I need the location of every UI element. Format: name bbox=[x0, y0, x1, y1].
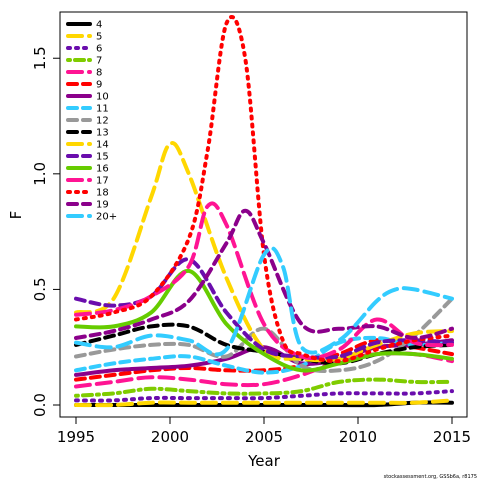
x-tick-label: 2015 bbox=[433, 428, 471, 446]
y-axis-title: F bbox=[7, 211, 25, 220]
legend-label: 7 bbox=[96, 56, 102, 67]
x-tick-label: 2005 bbox=[245, 428, 283, 446]
legend-label: 10 bbox=[96, 92, 109, 103]
axis-layer: 1995 2000 2005 2010 2015 0.0 0.5 1.0 1.5 bbox=[31, 46, 471, 446]
y-tick-label: 0.5 bbox=[31, 277, 49, 301]
legend-label: 5 bbox=[96, 32, 102, 43]
x-tick-label: 2010 bbox=[339, 428, 377, 446]
credit-text: stockassessment.org, GSSb6a, r8175 bbox=[384, 474, 477, 480]
legend-label: 17 bbox=[96, 176, 109, 187]
legend-label: 18 bbox=[96, 188, 109, 199]
legend-label: 4 bbox=[96, 20, 102, 31]
legend-label: 19 bbox=[96, 200, 109, 211]
x-axis-title: Year bbox=[247, 452, 281, 470]
series-line-17 bbox=[74, 201, 454, 361]
series-line-16 bbox=[74, 268, 454, 373]
series-line-5 bbox=[74, 398, 454, 408]
series-line-14 bbox=[74, 141, 454, 363]
legend-label: 20+ bbox=[96, 212, 117, 223]
legend-label: 13 bbox=[96, 128, 109, 139]
series-line-6 bbox=[74, 389, 454, 403]
y-tick-label: 0.0 bbox=[31, 393, 49, 417]
legend-label: 8 bbox=[96, 68, 102, 79]
plot-frame bbox=[59, 11, 468, 418]
legend-label: 11 bbox=[96, 104, 109, 115]
series-line-18 bbox=[74, 15, 454, 364]
legend-label: 14 bbox=[96, 140, 109, 151]
series-line-7 bbox=[74, 377, 454, 398]
legend-label: 12 bbox=[96, 116, 109, 127]
x-tick-label: 1995 bbox=[57, 428, 95, 446]
legend-label: 15 bbox=[96, 152, 109, 163]
legend-label: 6 bbox=[96, 44, 102, 55]
legend-label: 9 bbox=[96, 80, 102, 91]
y-tick-label: 1.0 bbox=[31, 162, 49, 186]
series-layer bbox=[74, 15, 454, 408]
series-line-19 bbox=[74, 208, 454, 341]
legend-label: 16 bbox=[96, 164, 109, 175]
x-tick-label: 2000 bbox=[151, 428, 189, 446]
y-tick-label: 1.5 bbox=[31, 46, 49, 70]
series-line-20plus bbox=[74, 246, 454, 357]
